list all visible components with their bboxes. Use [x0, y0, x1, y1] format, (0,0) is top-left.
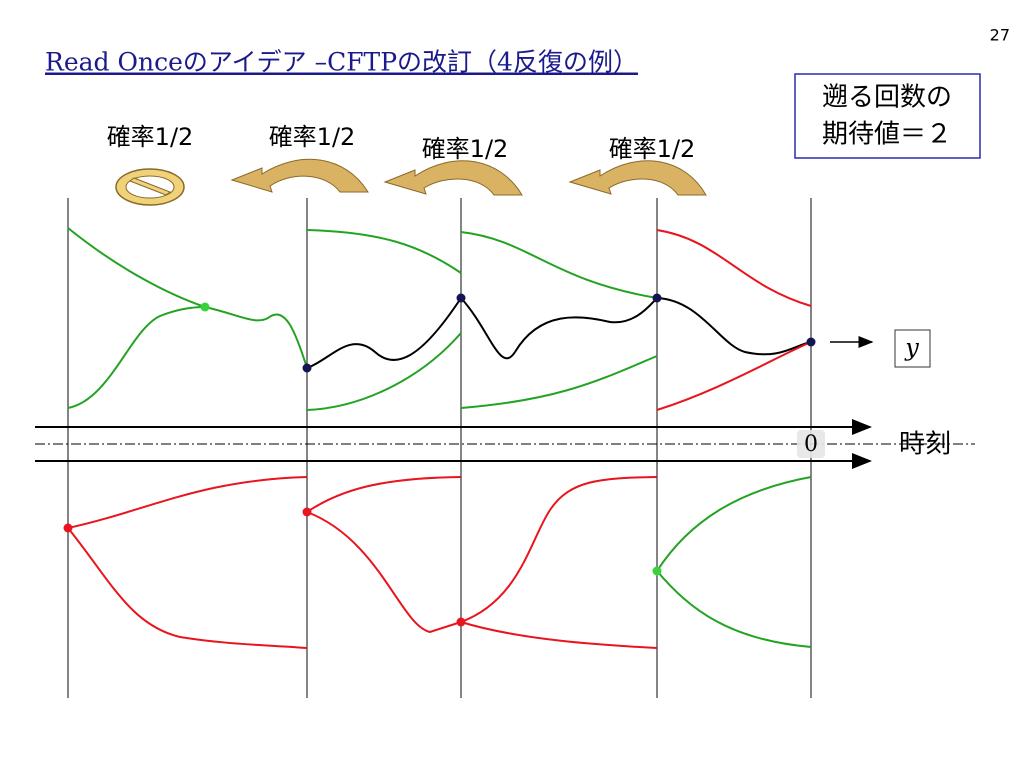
- probability-label: 確率1/2: [107, 123, 194, 151]
- probability-label: 確率1/2: [609, 135, 696, 163]
- page-number: 27: [990, 26, 1010, 45]
- slide-title: Read Onceのアイデア –CFTPの改訂（4反復の例）: [45, 48, 638, 77]
- back-arrow: [568, 160, 707, 196]
- expectation-line: 遡る回数の: [822, 83, 952, 113]
- output-box: [894, 329, 931, 368]
- probability-label: 確率1/2: [422, 135, 509, 163]
- back-arrow: [383, 160, 523, 196]
- zero-label: 0: [804, 432, 818, 457]
- time-lines: [67, 198, 812, 698]
- probability-label: 確率1/2: [269, 123, 356, 151]
- output-label: y: [904, 334, 919, 362]
- time-label: 時刻: [899, 430, 951, 460]
- upper-trajectories: [67, 227, 816, 411]
- zero-box: [797, 430, 825, 458]
- forbidden-icon: [115, 168, 185, 206]
- expectation-box: [794, 73, 981, 159]
- back-arrow: [230, 158, 369, 193]
- expectation-line: 期待値＝２: [822, 120, 952, 150]
- lower-trajectories: [63, 476, 812, 649]
